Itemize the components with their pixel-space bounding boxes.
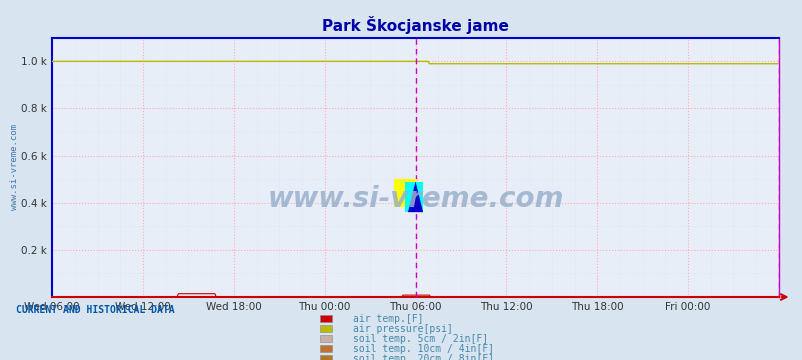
Bar	[405, 181, 423, 212]
Text: soil temp. 10cm / 4in[F]: soil temp. 10cm / 4in[F]	[353, 344, 494, 354]
Text: air pressure[psi]: air pressure[psi]	[353, 324, 452, 334]
Text: soil temp. 20cm / 8in[F]: soil temp. 20cm / 8in[F]	[353, 354, 494, 360]
Text: CURRENT AND HISTORICAL DATA: CURRENT AND HISTORICAL DATA	[16, 305, 175, 315]
Text: www.si-vreme.com: www.si-vreme.com	[267, 185, 563, 212]
Text: soil temp. 5cm / 2in[F]: soil temp. 5cm / 2in[F]	[353, 334, 488, 344]
Text: air temp.[F]: air temp.[F]	[353, 314, 423, 324]
Y-axis label: www.si-vreme.com: www.si-vreme.com	[10, 125, 18, 210]
Bar	[394, 179, 416, 207]
Title: Park Škocjanske jame: Park Škocjanske jame	[322, 16, 508, 34]
Polygon shape	[407, 181, 423, 212]
